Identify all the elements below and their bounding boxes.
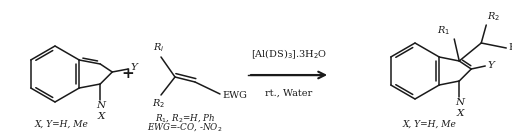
Text: N: N <box>456 98 465 107</box>
Text: R$_1$: R$_1$ <box>437 24 450 37</box>
Text: rt., Water: rt., Water <box>265 89 313 98</box>
Text: X: X <box>98 112 105 121</box>
Text: Y: Y <box>130 62 137 72</box>
Text: EWG=-CO, -NO$_2$: EWG=-CO, -NO$_2$ <box>147 121 223 133</box>
Text: EWG: EWG <box>222 91 247 99</box>
Text: X, Y=H, Me: X, Y=H, Me <box>403 120 457 129</box>
Text: N: N <box>97 101 106 110</box>
Text: Y: Y <box>487 61 494 69</box>
Text: R$_i$: R$_i$ <box>153 41 165 54</box>
Text: R$_2$: R$_2$ <box>487 10 500 23</box>
Text: EWG: EWG <box>508 44 512 52</box>
Text: X, Y=H, Me: X, Y=H, Me <box>35 120 89 129</box>
Text: [Al(DS)$_3$].3H$_2$O: [Al(DS)$_3$].3H$_2$O <box>251 47 327 61</box>
Text: +: + <box>122 67 134 81</box>
Text: R$_2$: R$_2$ <box>153 97 165 110</box>
Text: X: X <box>457 109 464 118</box>
Text: R$_1$, R$_2$=H, Ph: R$_1$, R$_2$=H, Ph <box>155 112 215 124</box>
